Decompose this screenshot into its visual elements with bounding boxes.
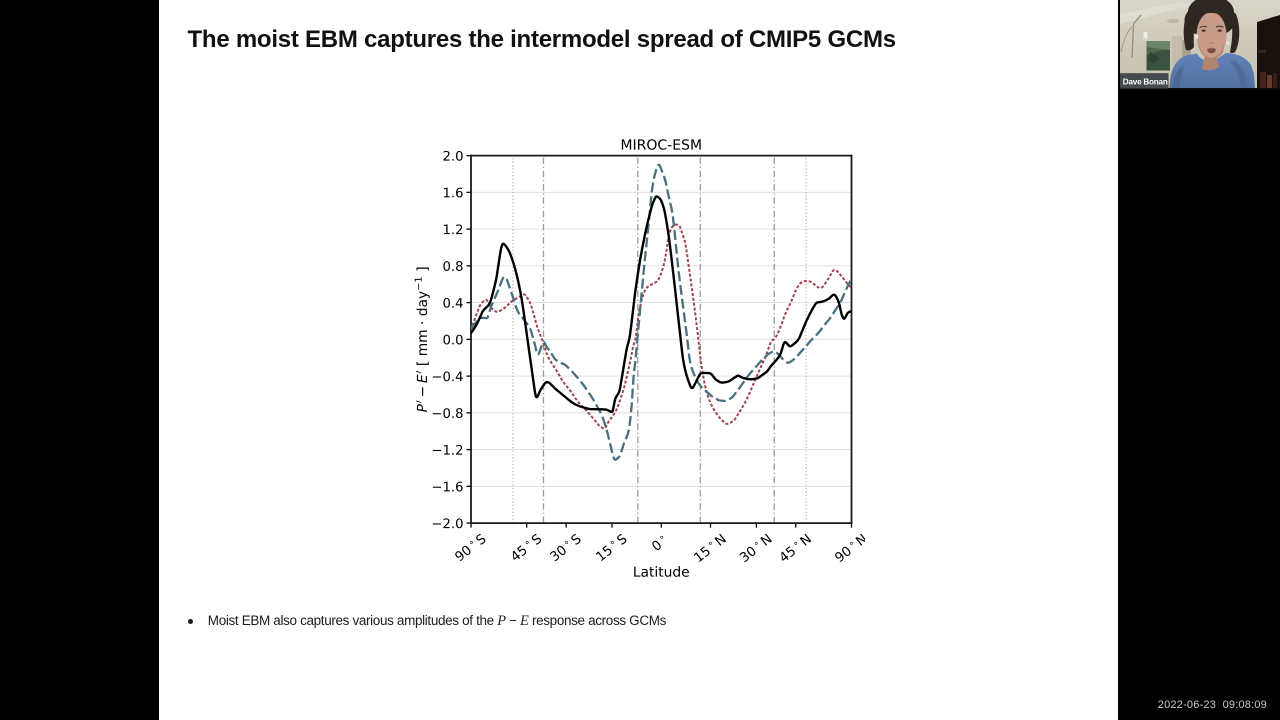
svg-text:Dave Bonan: Dave Bonan: [1123, 78, 1168, 87]
